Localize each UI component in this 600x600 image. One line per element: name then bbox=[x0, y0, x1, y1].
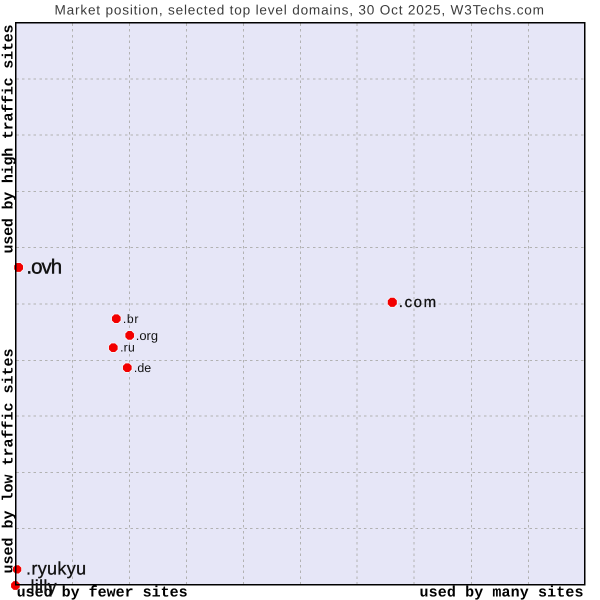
svg-text:.lilly: .lilly bbox=[25, 577, 57, 597]
svg-text:used by high traffic sites: used by high traffic sites bbox=[1, 25, 18, 254]
svg-text:.com: .com bbox=[399, 294, 438, 311]
svg-text:Market position, selected top: Market position, selected top level doma… bbox=[55, 2, 545, 17]
svg-text:.org: .org bbox=[136, 328, 158, 343]
svg-text:.ru: .ru bbox=[120, 340, 135, 354]
svg-text:.ryukyu: .ryukyu bbox=[26, 559, 86, 579]
svg-text:.br: .br bbox=[123, 312, 139, 326]
svg-text:used by many sites: used by many sites bbox=[420, 585, 584, 600]
svg-text:used by low traffic sites: used by low traffic sites bbox=[1, 349, 18, 574]
svg-text:.de: .de bbox=[134, 361, 151, 375]
svg-text:used by fewer sites: used by fewer sites bbox=[17, 585, 188, 600]
svg-text:.ovh: .ovh bbox=[26, 255, 61, 278]
